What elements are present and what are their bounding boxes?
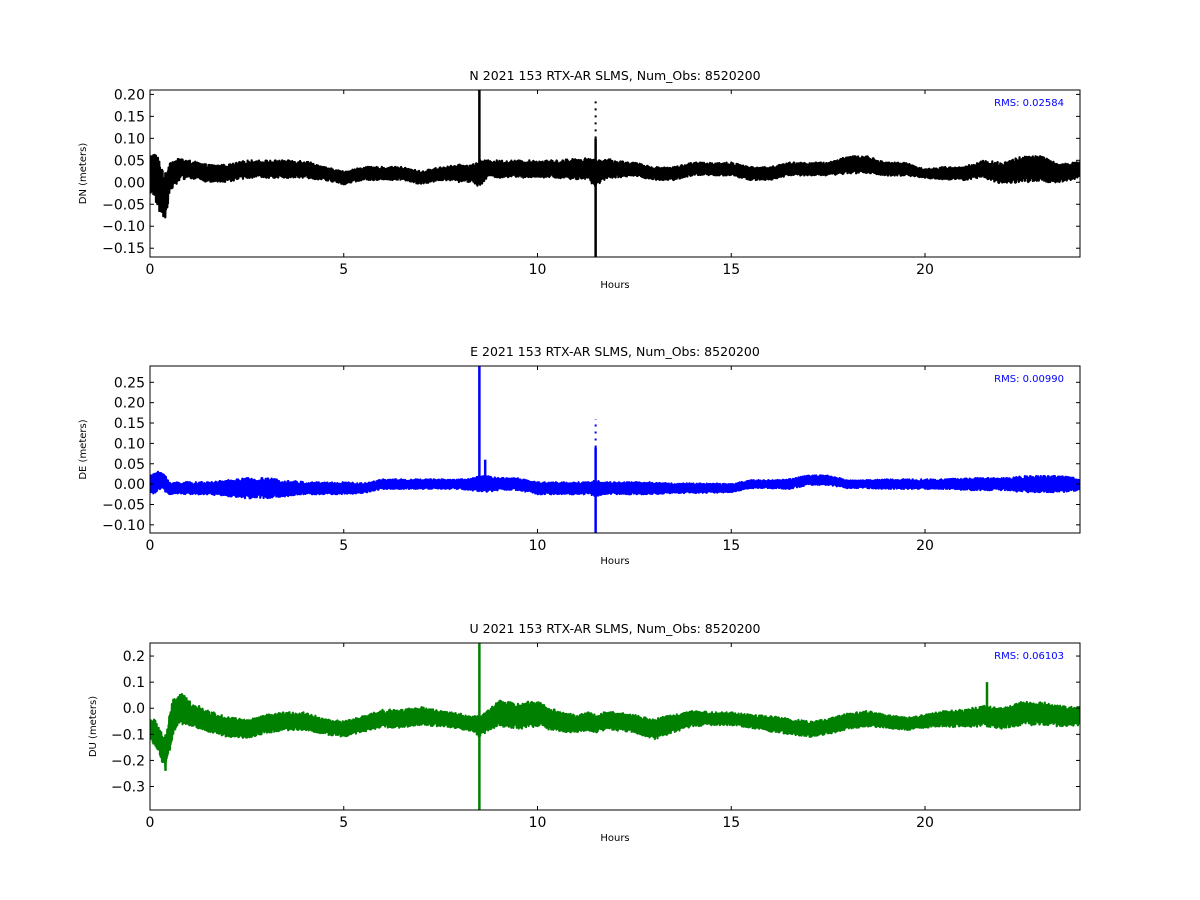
y-tick-label: 0.10 [114, 131, 145, 147]
plot-frame [149, 365, 1081, 534]
x-tick-label: 5 [339, 538, 348, 554]
series-layer [150, 643, 1080, 810]
y-tick-label: −0.3 [111, 780, 145, 796]
plot-frame [149, 89, 1081, 258]
chart-panel-2: E 2021 153 RTX-AR SLMS, Num_Obs: 8520200… [78, 344, 1081, 567]
chart-panel-3: U 2021 153 RTX-AR SLMS, Num_Obs: 8520200… [88, 621, 1081, 844]
y-tick-label: −0.2 [111, 753, 145, 769]
y-tick-label: −0.10 [102, 518, 145, 534]
rms-annotation: RMS: 0.00990 [994, 374, 1064, 385]
y-tick-label: 0.05 [114, 457, 145, 473]
y-tick-label: 0.00 [114, 175, 145, 191]
x-tick-label: 15 [722, 262, 740, 278]
y-tick-label: 0.0 [123, 701, 145, 717]
x-axis-label: Hours [600, 556, 629, 567]
chart-title: U 2021 153 RTX-AR SLMS, Num_Obs: 8520200 [470, 621, 761, 636]
series-line [150, 692, 1080, 768]
y-tick-label: 0.25 [114, 375, 145, 391]
rms-annotation: RMS: 0.06103 [994, 651, 1064, 662]
x-tick-label: 20 [916, 815, 934, 831]
plot-frame [149, 642, 1081, 811]
y-tick-label: 0.10 [114, 436, 145, 452]
series-layer [150, 366, 1080, 533]
y-axis-label: DN (meters) [78, 143, 89, 205]
series-line [150, 470, 1080, 500]
y-axis-label: DU (meters) [88, 696, 99, 757]
y-tick-label: 0.20 [114, 87, 145, 103]
x-axis-label: Hours [600, 833, 629, 844]
rms-annotation: RMS: 0.02584 [994, 98, 1064, 109]
y-tick-label: −0.05 [102, 197, 145, 213]
x-tick-label: 15 [722, 538, 740, 554]
chart-title: E 2021 153 RTX-AR SLMS, Num_Obs: 8520200 [470, 344, 760, 359]
x-axis-label: Hours [600, 280, 629, 291]
series-line [150, 153, 1080, 219]
y-tick-label: −0.1 [111, 727, 145, 743]
x-tick-label: 0 [146, 815, 155, 831]
y-tick-label: 0.1 [123, 675, 145, 691]
x-tick-label: 20 [916, 262, 934, 278]
x-tick-label: 5 [339, 262, 348, 278]
x-tick-label: 15 [722, 815, 740, 831]
x-tick-label: 0 [146, 262, 155, 278]
y-tick-label: 0.15 [114, 109, 145, 125]
y-tick-label: 0.2 [123, 649, 145, 665]
x-tick-label: 10 [529, 538, 547, 554]
y-tick-label: 0.20 [114, 396, 145, 412]
y-tick-label: 0.15 [114, 416, 145, 432]
y-tick-label: 0.00 [114, 477, 145, 493]
x-tick-label: 10 [529, 262, 547, 278]
y-tick-label: 0.05 [114, 153, 145, 169]
y-axis-label: DE (meters) [78, 419, 89, 479]
x-tick-label: 0 [146, 538, 155, 554]
x-tick-label: 20 [916, 538, 934, 554]
y-tick-label: −0.15 [102, 241, 145, 257]
series-layer [150, 90, 1080, 257]
y-tick-label: −0.10 [102, 219, 145, 235]
y-tick-label: −0.05 [102, 497, 145, 513]
x-tick-label: 5 [339, 815, 348, 831]
chart-panel-1: N 2021 153 RTX-AR SLMS, Num_Obs: 8520200… [78, 68, 1081, 291]
chart-title: N 2021 153 RTX-AR SLMS, Num_Obs: 8520200 [469, 68, 760, 83]
x-tick-label: 10 [529, 815, 547, 831]
